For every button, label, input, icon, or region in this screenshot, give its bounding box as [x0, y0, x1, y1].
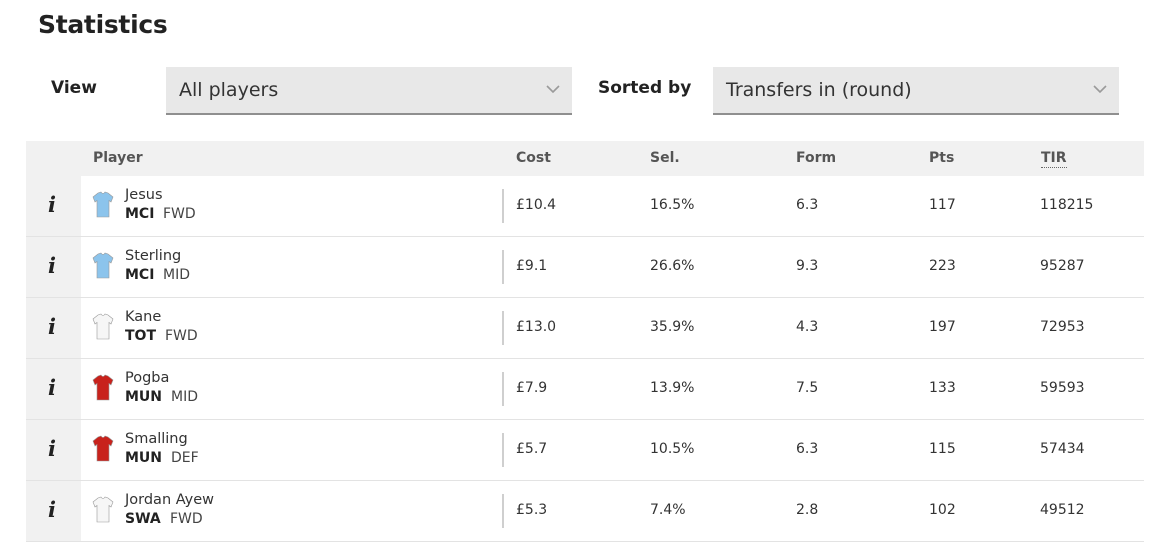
column-divider: [502, 494, 504, 528]
tot-shirt-icon: [92, 313, 114, 340]
form-cell: 6.3: [796, 441, 819, 457]
mci-shirt-icon: [92, 191, 114, 218]
pts-cell: 115: [929, 441, 956, 457]
tir-cell: 49512: [1040, 502, 1085, 518]
player-name[interactable]: Sterling: [125, 248, 182, 264]
mun-shirt-icon: [92, 374, 114, 401]
table-row: i Jesus MCI FWD £10.4 16.5% 6.3 117 1182…: [26, 176, 1144, 237]
mci-shirt-icon: [92, 252, 114, 279]
page-title: Statistics: [38, 10, 168, 39]
info-icon[interactable]: i: [48, 436, 56, 461]
player-name[interactable]: Jordan Ayew: [125, 492, 215, 508]
info-icon[interactable]: i: [48, 314, 56, 339]
header-sel[interactable]: Sel.: [650, 150, 680, 166]
view-label: View: [51, 78, 97, 98]
pts-cell: 102: [929, 502, 956, 518]
pts-cell: 223: [929, 258, 956, 274]
view-select-value: All players: [179, 79, 279, 101]
player-team: MUN: [125, 450, 163, 466]
cost-cell: £5.7: [516, 441, 548, 457]
info-icon[interactable]: i: [48, 375, 56, 400]
player-position: MID: [171, 389, 198, 405]
sel-cell: 35.9%: [650, 319, 695, 335]
form-cell: 9.3: [796, 258, 819, 274]
view-select[interactable]: All players: [166, 67, 572, 115]
info-icon[interactable]: i: [48, 253, 56, 278]
player-name[interactable]: Smalling: [125, 431, 188, 447]
player-team: MUN: [125, 389, 163, 405]
header-cost[interactable]: Cost: [516, 150, 551, 166]
player-stats-table: Player Cost Sel. Form Pts TIR i Jesus MC…: [26, 141, 1144, 542]
sel-cell: 10.5%: [650, 441, 695, 457]
pts-cell: 117: [929, 197, 956, 213]
sel-cell: 13.9%: [650, 380, 695, 396]
player-team: MCI: [125, 206, 155, 222]
table-row: i Smalling MUN DEF £5.7 10.5% 6.3 115 57…: [26, 420, 1144, 481]
chevron-down-icon: [546, 85, 560, 94]
info-cell: i: [26, 176, 81, 236]
sel-cell: 16.5%: [650, 197, 695, 213]
info-cell: i: [26, 298, 81, 358]
info-cell: i: [26, 481, 81, 541]
sel-cell: 7.4%: [650, 502, 686, 518]
header-tir[interactable]: TIR: [1041, 150, 1067, 168]
chevron-down-icon: [1093, 85, 1107, 94]
player-position: FWD: [170, 511, 203, 527]
info-cell: i: [26, 359, 81, 419]
player-name[interactable]: Jesus: [125, 187, 163, 203]
tir-cell: 57434: [1040, 441, 1085, 457]
column-divider: [502, 372, 504, 406]
cost-cell: £13.0: [516, 319, 557, 335]
form-cell: 2.8: [796, 502, 819, 518]
info-icon[interactable]: i: [48, 192, 56, 217]
column-divider: [502, 311, 504, 345]
info-icon[interactable]: i: [48, 497, 56, 522]
table-body: i Jesus MCI FWD £10.4 16.5% 6.3 117 1182…: [26, 176, 1144, 542]
sort-select[interactable]: Transfers in (round): [713, 67, 1119, 115]
cost-cell: £9.1: [516, 258, 548, 274]
sort-label: Sorted by: [598, 78, 692, 98]
tir-cell: 95287: [1040, 258, 1085, 274]
tir-cell: 118215: [1040, 197, 1094, 213]
header-player: Player: [93, 150, 143, 166]
form-cell: 7.5: [796, 380, 819, 396]
player-position: FWD: [165, 328, 198, 344]
player-position: DEF: [171, 450, 199, 466]
table-row: i Jordan Ayew SWA FWD £5.3 7.4% 2.8 102 …: [26, 481, 1144, 542]
player-position: MID: [163, 267, 190, 283]
form-cell: 4.3: [796, 319, 819, 335]
pts-cell: 197: [929, 319, 956, 335]
table-row: i Sterling MCI MID £9.1 26.6% 9.3 223 95…: [26, 237, 1144, 298]
header-pts[interactable]: Pts: [929, 150, 955, 166]
column-divider: [502, 250, 504, 284]
cost-cell: £10.4: [516, 197, 557, 213]
column-divider: [502, 433, 504, 467]
player-name[interactable]: Pogba: [125, 370, 170, 386]
tir-cell: 72953: [1040, 319, 1085, 335]
info-cell: i: [26, 420, 81, 480]
cost-cell: £7.9: [516, 380, 548, 396]
player-team: TOT: [125, 328, 157, 344]
pts-cell: 133: [929, 380, 956, 396]
cost-cell: £5.3: [516, 502, 548, 518]
table-header: Player Cost Sel. Form Pts TIR: [26, 141, 1144, 176]
form-cell: 6.3: [796, 197, 819, 213]
table-row: i Pogba MUN MID £7.9 13.9% 7.5 133 59593: [26, 359, 1144, 420]
header-form[interactable]: Form: [796, 150, 837, 166]
player-name[interactable]: Kane: [125, 309, 162, 325]
player-team: MCI: [125, 267, 155, 283]
mun-shirt-icon: [92, 435, 114, 462]
swa-shirt-icon: [92, 496, 114, 523]
tir-cell: 59593: [1040, 380, 1085, 396]
player-team: SWA: [125, 511, 161, 527]
player-position: FWD: [163, 206, 196, 222]
table-row: i Kane TOT FWD £13.0 35.9% 4.3 197 72953: [26, 298, 1144, 359]
column-divider: [502, 189, 504, 223]
sort-select-value: Transfers in (round): [726, 79, 912, 101]
info-cell: i: [26, 237, 81, 297]
sel-cell: 26.6%: [650, 258, 695, 274]
